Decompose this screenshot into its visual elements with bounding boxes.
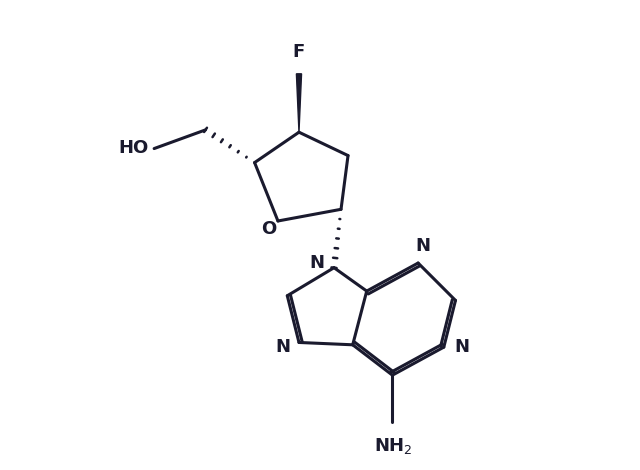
- Text: NH$_2$: NH$_2$: [374, 436, 413, 456]
- Text: HO: HO: [118, 139, 148, 157]
- Text: F: F: [293, 43, 305, 61]
- Polygon shape: [296, 74, 301, 132]
- Text: N: N: [276, 338, 291, 356]
- Text: N: N: [415, 236, 430, 255]
- Text: O: O: [261, 220, 276, 238]
- Text: N: N: [454, 338, 469, 356]
- Text: N: N: [310, 254, 324, 272]
